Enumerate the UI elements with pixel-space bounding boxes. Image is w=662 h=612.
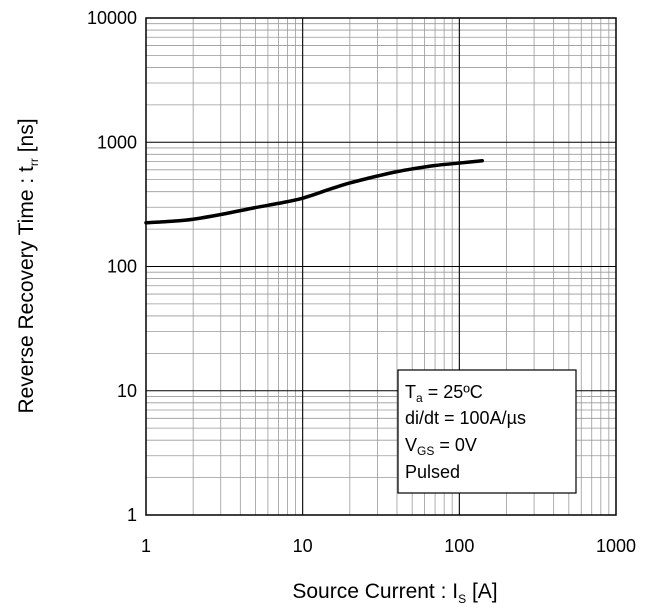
x-axis-title-sub: S — [458, 592, 466, 606]
plot-frame — [145, 17, 617, 516]
x-tick-label: 1 — [141, 536, 151, 556]
y-axis-title-sub: rr — [27, 158, 41, 166]
condition-temperature: Ta = 25ºC — [405, 382, 483, 405]
y-tick-label: 10 — [117, 381, 137, 401]
condition-vgs: VGS = 0V — [405, 435, 477, 458]
y-tick-label: 10000 — [87, 8, 137, 28]
y-tick-label: 1 — [127, 505, 137, 525]
y-tick-label: 100 — [107, 257, 137, 277]
x-tick-label: 1000 — [596, 536, 636, 556]
y-axis-title-main: Reverse Recovery Time : t — [15, 166, 38, 414]
x-axis-title-unit: [A] — [466, 580, 498, 603]
y-axis-title-unit: [ns] — [15, 118, 38, 158]
condition-didt: di/dt = 100A/µs — [405, 408, 526, 428]
y-axis-title: Reverse Recovery Time : trr [ns] — [15, 118, 41, 413]
condition-pulsed: Pulsed — [405, 462, 460, 482]
conditions-box-frame — [397, 369, 577, 494]
x-tick-labels: 1 10 100 1000 — [141, 536, 636, 556]
y-tick-label: 1000 — [97, 132, 137, 152]
x-tick-label: 100 — [444, 536, 474, 556]
x-axis-title: Source Current : IS [A] — [292, 580, 497, 606]
major-grid — [146, 18, 616, 515]
series-line — [144, 158, 484, 225]
x-tick-label: 10 — [293, 536, 313, 556]
x-axis-title-main: Source Current : I — [292, 580, 458, 603]
y-tick-labels: 1 10 100 1000 10000 — [87, 8, 137, 525]
conditions-box: Ta = 25ºC di/dt = 100A/µs VGS = 0V Pulse… — [397, 369, 577, 494]
